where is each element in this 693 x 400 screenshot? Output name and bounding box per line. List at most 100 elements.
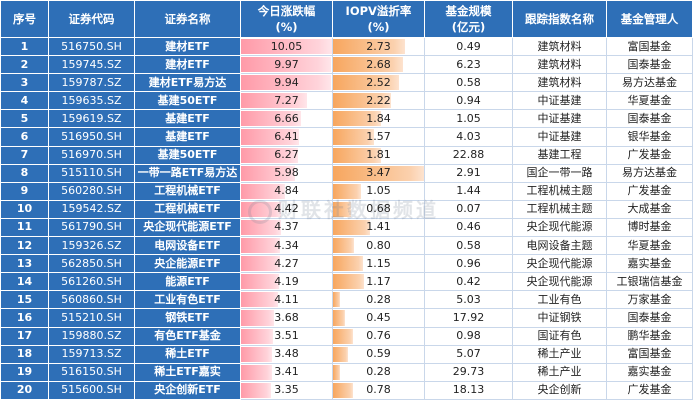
security-name: 能源ETF — [134, 272, 241, 292]
fund-manager: 银华基金 — [606, 127, 693, 147]
change-pct-cell-bar — [241, 346, 273, 362]
security-name: 基建ETF — [134, 127, 241, 147]
table-row: 18 159713.SZ 稀土ETF 3.48 0.59 5.07 稀土产业 富国基金 — [0, 344, 693, 364]
security-name: 央企能源ETF — [134, 254, 241, 274]
change-pct-cell-bar — [241, 328, 273, 344]
fund-manager: 博时基金 — [606, 217, 693, 238]
security-name: 有色ETF基金 — [134, 326, 241, 346]
fund-manager: 万家基金 — [606, 290, 693, 310]
fund-manager: 华夏基金 — [606, 236, 693, 256]
table-row: 5 159619.SZ 基建ETF 6.66 1.84 1.05 中证基建 国泰基金 — [0, 109, 693, 129]
header-code: 证券代码 — [48, 0, 135, 38]
iopv-premium-cell-value: 2.68 — [366, 57, 391, 71]
row-index: 10 — [0, 199, 49, 219]
security-code: 159745.SZ — [48, 55, 135, 75]
change-pct-cell-value: 10.05 — [270, 39, 303, 53]
tracking-index: 中证钢铁 — [512, 308, 607, 328]
iopv-premium-cell-bar — [333, 256, 364, 272]
iopv-premium-cell-value: 0.59 — [366, 347, 391, 361]
fund-size: 0.94 — [424, 91, 513, 111]
security-name: 基建50ETF — [134, 91, 241, 111]
iopv-premium-cell-value: 1.84 — [366, 111, 391, 125]
iopv-premium-cell: 0.59 — [332, 344, 425, 364]
table-row: 8 515110.SH 一带一路ETF易方达 5.98 3.47 2.91 国企一带一路 易方… — [0, 163, 693, 183]
fund-manager: 广发基金 — [606, 145, 693, 165]
tracking-index: 央企现代能源 — [512, 217, 607, 238]
iopv-premium-cell: 1.81 — [332, 145, 425, 165]
fund-size: 17.92 — [424, 308, 513, 328]
change-pct-cell-value: 4.42 — [274, 202, 299, 216]
tracking-index: 工业有色 — [512, 290, 607, 310]
tracking-index: 工程机械主题 — [512, 181, 607, 201]
security-name: 央企创新ETF — [134, 380, 241, 400]
change-pct-cell: 4.19 — [240, 272, 333, 292]
security-code: 516150.SH — [48, 362, 135, 382]
change-pct-cell-value: 4.19 — [274, 274, 299, 288]
change-pct-cell-value: 4.11 — [274, 292, 299, 306]
row-index: 9 — [0, 181, 49, 201]
security-code: 560280.SH — [48, 181, 135, 201]
change-pct-cell-bar — [241, 364, 272, 380]
fund-size: 0.58 — [424, 73, 513, 93]
change-pct-cell-bar — [241, 382, 272, 398]
iopv-premium-cell-bar — [333, 310, 345, 326]
security-name: 建材ETF — [134, 36, 241, 57]
security-code: 159326.SZ — [48, 236, 135, 256]
table-row: 7 516970.SH 基建50ETF 6.27 1.81 22.88 基建工程 广发基金 — [0, 145, 693, 165]
change-pct-cell: 3.51 — [240, 326, 333, 346]
change-pct-cell-value: 7.27 — [274, 93, 299, 107]
change-pct-cell-value: 6.41 — [274, 130, 299, 144]
tracking-index: 国企一带一路 — [512, 163, 607, 183]
row-index: 13 — [0, 254, 49, 274]
security-code: 159713.SZ — [48, 344, 135, 364]
fund-manager: 国泰基金 — [606, 55, 693, 75]
iopv-premium-cell-value: 1.81 — [366, 148, 391, 162]
iopv-premium-cell-value: 0.76 — [366, 329, 391, 343]
row-index: 8 — [0, 163, 49, 183]
change-pct-cell-value: 3.48 — [274, 347, 299, 361]
security-name: 稀土ETF — [134, 344, 241, 364]
change-pct-cell: 10.05 — [240, 36, 333, 57]
security-code: 159635.SZ — [48, 91, 135, 111]
fund-manager: 嘉实基金 — [606, 362, 693, 382]
iopv-premium-cell-value: 1.15 — [366, 256, 391, 270]
change-pct-cell-value: 4.84 — [274, 184, 299, 198]
security-code: 562850.SH — [48, 254, 135, 274]
table-row: 1 516750.SH 建材ETF 10.05 2.73 0.49 建筑材料 富国基金 — [0, 36, 693, 57]
iopv-premium-cell-bar — [333, 238, 355, 254]
change-pct-cell-value: 9.97 — [274, 57, 299, 71]
fund-manager: 大成基金 — [606, 199, 693, 219]
row-index: 4 — [0, 91, 49, 111]
header-index: 跟踪指数名称 — [512, 0, 607, 38]
change-pct-cell: 3.48 — [240, 344, 333, 364]
header-iopv: IOPV溢折率 (%) — [332, 0, 425, 38]
iopv-premium-cell-value: 0.78 — [366, 383, 391, 397]
fund-manager: 富国基金 — [606, 36, 693, 57]
change-pct-cell: 4.42 — [240, 199, 333, 219]
fund-size: 0.96 — [424, 254, 513, 274]
iopv-premium-cell-value: 1.05 — [366, 184, 391, 198]
header-name: 证券名称 — [134, 0, 241, 38]
fund-size: 6.23 — [424, 55, 513, 75]
tracking-index: 国证有色 — [512, 326, 607, 346]
table-row: 9 560280.SH 工程机械ETF 4.84 1.05 1.44 工程机械主题 广发基金 — [0, 181, 693, 201]
fund-size: 0.07 — [424, 199, 513, 219]
security-name: 建材ETF易方达 — [134, 73, 241, 93]
fund-manager: 国泰基金 — [606, 109, 693, 129]
change-pct-cell-bar — [241, 310, 275, 326]
iopv-premium-cell-bar — [333, 292, 341, 308]
table-row: 17 159880.SZ 有色ETF基金 3.51 0.76 0.98 国证有色 鹏华基金 — [0, 326, 693, 346]
header-idx: 序号 — [0, 0, 49, 38]
security-code: 515210.SH — [48, 308, 135, 328]
tracking-index: 稀土产业 — [512, 362, 607, 382]
table-row: 20 515600.SH 央企创新ETF 3.35 0.78 18.13 央企创新 广发基金 — [0, 380, 693, 400]
security-code: 560860.SH — [48, 290, 135, 310]
iopv-premium-cell-bar — [333, 219, 370, 236]
fund-size: 2.91 — [424, 163, 513, 183]
row-index: 14 — [0, 272, 49, 292]
table-row: 13 562850.SH 央企能源ETF 4.27 1.15 0.96 央企现代能源 嘉实基金 — [0, 254, 693, 274]
iopv-premium-cell: 0.76 — [332, 326, 425, 346]
iopv-premium-cell: 2.22 — [332, 91, 425, 111]
tracking-index: 央企现代能源 — [512, 272, 607, 292]
iopv-premium-cell: 0.78 — [332, 380, 425, 400]
